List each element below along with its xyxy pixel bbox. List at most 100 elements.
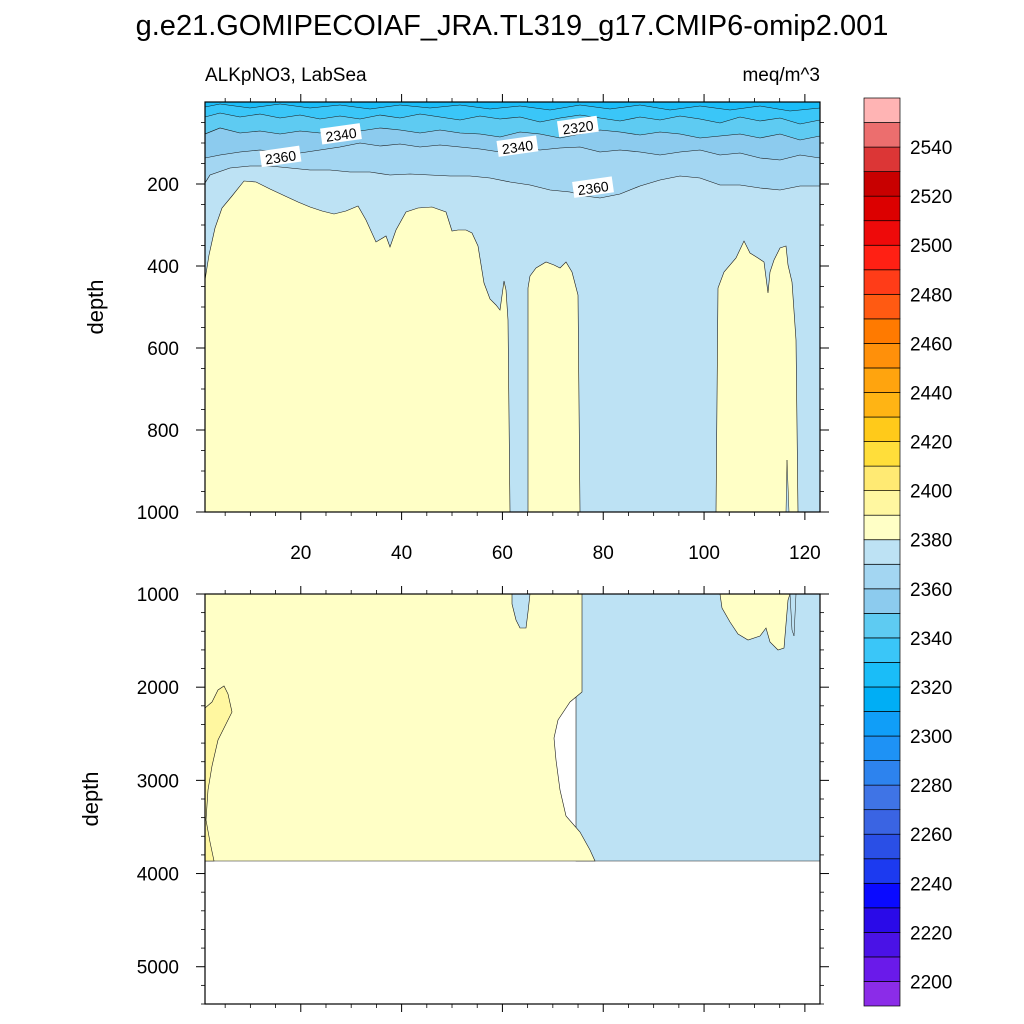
colorbar-label: 2320 (910, 678, 952, 699)
lower-region-2380 (205, 685, 233, 862)
lower-y-tick-label: 1000 (137, 585, 179, 606)
colorbar-swatch (863, 465, 901, 491)
lower-y-tick-label: 4000 (137, 865, 179, 886)
colorbar-swatch (863, 367, 901, 393)
colorbar-swatch (863, 490, 901, 516)
colorbar-swatch (863, 882, 901, 909)
colorbar-label: 2400 (910, 482, 952, 503)
colorbar-swatch (863, 711, 901, 737)
upper-y-tick-label: 1000 (137, 503, 179, 524)
colorbar-swatch (863, 171, 901, 197)
colorbar-label: 2420 (910, 433, 952, 454)
contour-label-box (320, 123, 362, 145)
colorbar-swatch (863, 686, 901, 712)
colorbar-swatch (863, 563, 901, 590)
colorbar-swatch (863, 195, 901, 222)
colorbar-swatch (863, 539, 901, 565)
colorbar-label: 2260 (910, 825, 952, 846)
colorbar-swatch (863, 588, 901, 614)
colorbar-swatch (863, 907, 901, 933)
upper-ticks: 20 40 60 80 100 120 200 400 600 800 1000 (137, 94, 829, 564)
lower-patch-2370-right (719, 594, 791, 651)
upper-y-tick-label: 600 (147, 339, 179, 360)
colorbar-swatch (863, 981, 901, 1007)
colorbar-swatch (863, 146, 901, 172)
colorbar-swatch (863, 735, 901, 761)
colorbar-swatch (863, 343, 901, 369)
contour-label: 2340 (320, 123, 362, 145)
colorbar-swatch (863, 932, 901, 958)
colorbar-swatch (863, 122, 901, 148)
colorbar-swatch (863, 809, 901, 835)
lower-sliver-2360 (789, 594, 797, 637)
contour-label: 2340 (496, 135, 539, 157)
colorbar-label: 2200 (910, 972, 952, 993)
colorbar-swatch (863, 760, 901, 786)
lower-region-2360 (575, 594, 820, 862)
upper-x-tick-label: 60 (492, 543, 513, 564)
contour-label-text: 2360 (577, 178, 610, 198)
colorbar-label: 2220 (910, 923, 952, 944)
contour-label-text: 2340 (501, 137, 534, 157)
contour-label: 2360 (572, 176, 614, 198)
upper-x-tick-label: 40 (391, 543, 412, 564)
upper-layer-2310 (205, 102, 820, 112)
colorbar-label: 2360 (910, 580, 952, 601)
upper-region-2370-mid (527, 261, 581, 512)
upper-x-tick-label: 120 (789, 543, 821, 564)
colorbar-swatch (863, 318, 901, 344)
colorbar-label: 2440 (910, 383, 952, 404)
colorbar-swatch (863, 293, 901, 320)
colorbar-swatch (863, 220, 901, 246)
left-subtitle: ALKpNO3, LabSea (205, 65, 367, 86)
upper-y-tick-label: 800 (147, 421, 179, 442)
upper-region-2370-left (205, 180, 511, 512)
colorbar-swatch (863, 637, 901, 663)
colorbar-swatch (863, 269, 901, 295)
colorbar-swatch (863, 858, 901, 884)
colorbar-label: 2340 (910, 629, 952, 650)
colorbar-label: 2240 (910, 874, 952, 895)
colorbar-swatch (863, 956, 901, 982)
upper-x-tick-label: 20 (290, 543, 311, 564)
upper-y-tick-label: 400 (147, 257, 179, 278)
upper-y-tick-label: 200 (147, 175, 179, 196)
right-subtitle: meq/m^3 (742, 65, 820, 86)
colorbar-label: 2520 (910, 187, 952, 208)
contour-label: 2320 (556, 115, 599, 138)
colorbar: 2200 2220 2240 2260 2280 2300 2320 2340 2360 2380… (863, 97, 952, 1007)
colorbar-label: 2480 (910, 285, 952, 306)
contour-label-box (259, 145, 302, 168)
colorbar-label: 2380 (910, 531, 952, 552)
colorbar-swatch (863, 441, 901, 467)
lower-region-2370 (205, 594, 596, 862)
upper-sliver-blue (785, 459, 790, 512)
lower-notch-2360 (511, 594, 531, 629)
colorbar-swatch (863, 613, 901, 639)
lower-panel: 1000 2000 3000 4000 5000 depth (78, 585, 829, 1012)
colorbar-label: 2460 (910, 334, 952, 355)
upper-ylabel: depth (83, 279, 108, 334)
contour-label: 2360 (259, 145, 302, 168)
contour-label-text: 2340 (325, 125, 358, 145)
colorbar-swatch (863, 392, 901, 418)
colorbar-label: 2300 (910, 727, 952, 748)
colorbar-label: 2540 (910, 138, 952, 159)
upper-contour-labels: 2340 2360 2340 2320 2360 (259, 115, 614, 198)
lower-y-tick-label: 2000 (137, 678, 179, 699)
lower-y-tick-label: 3000 (137, 771, 179, 792)
contour-label-box (572, 176, 614, 198)
colorbar-label: 2500 (910, 236, 952, 257)
colorbar-swatch (863, 97, 901, 123)
colorbar-swatch (863, 514, 901, 541)
lower-ylabel: depth (78, 771, 103, 826)
contour-label-box (496, 135, 539, 157)
lower-y-tick-label: 5000 (137, 958, 179, 979)
lower-ticks: 1000 2000 3000 4000 5000 (137, 585, 829, 1012)
contour-label-text: 2360 (264, 147, 297, 167)
colorbar-swatch (863, 784, 901, 811)
contour-label-box (556, 115, 599, 138)
colorbar-label: 2280 (910, 776, 952, 797)
